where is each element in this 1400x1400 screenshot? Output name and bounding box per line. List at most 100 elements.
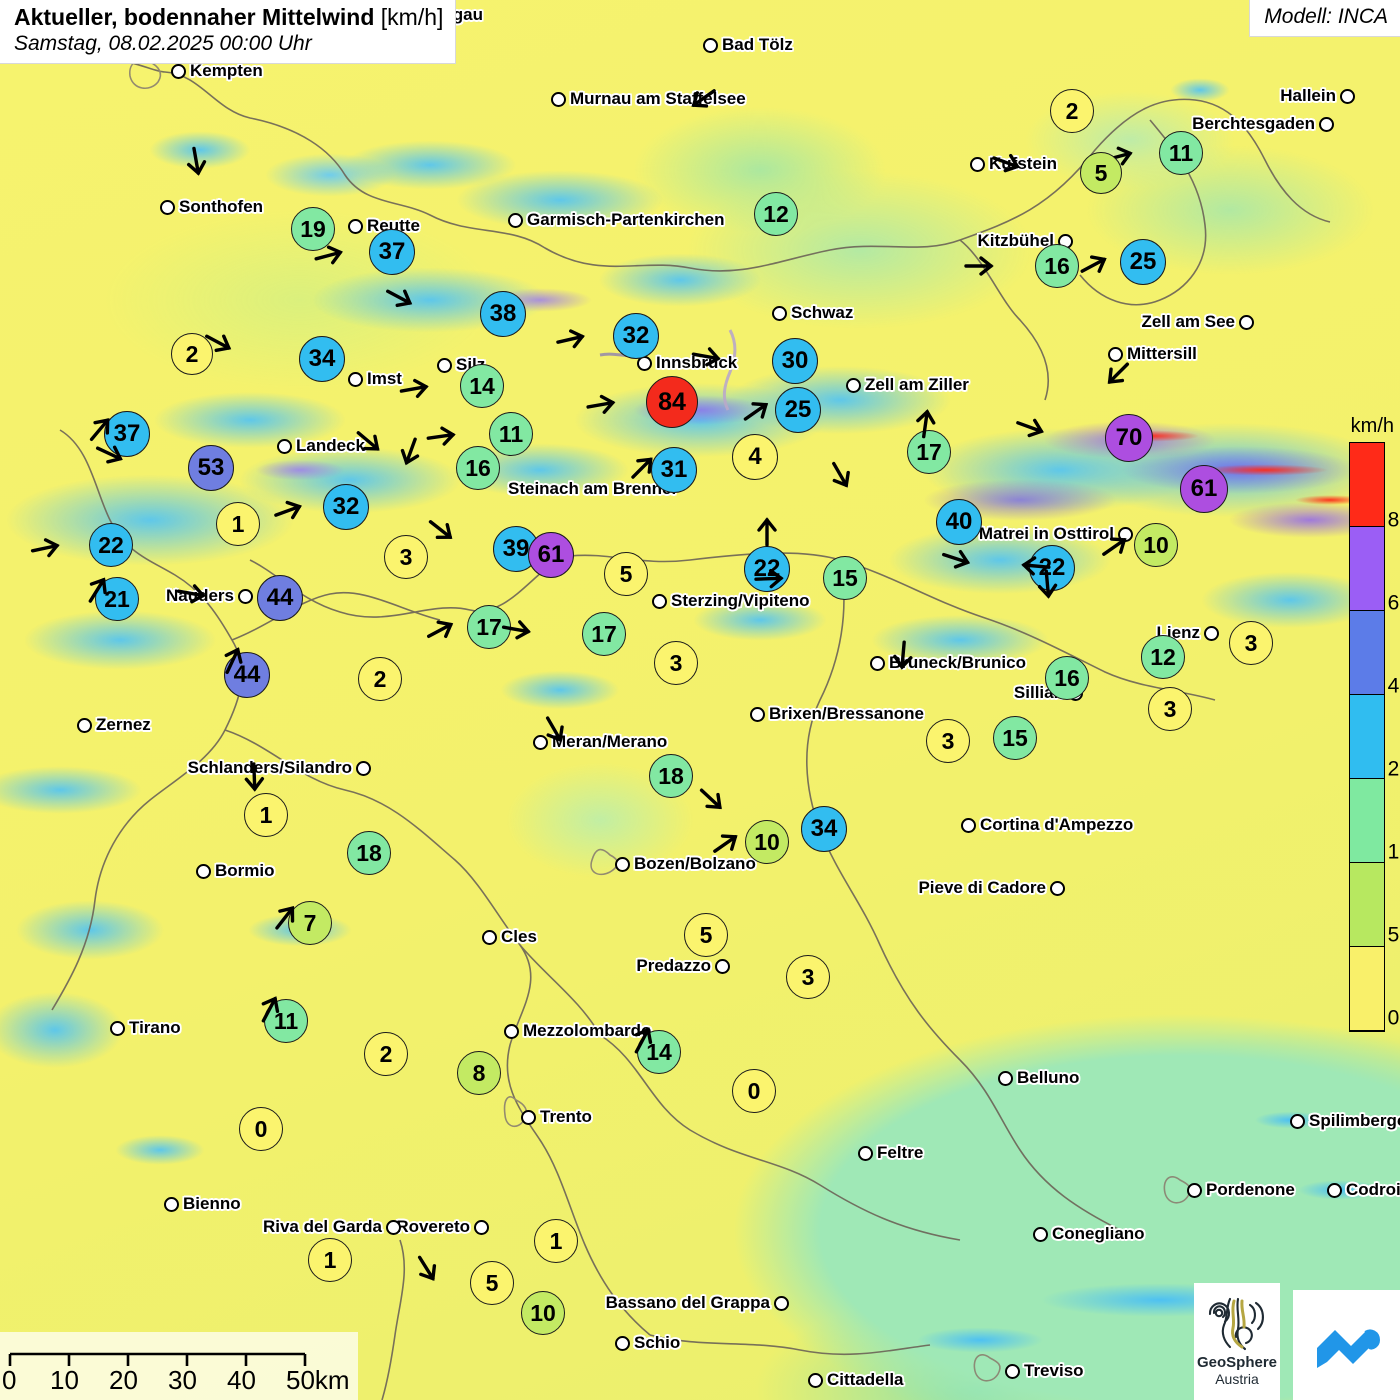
wind-station-marker[interactable]: 3 (654, 641, 698, 685)
wind-speed-value[interactable]: 4 (732, 434, 778, 480)
wind-speed-value[interactable]: 11 (264, 999, 308, 1043)
wind-speed-value[interactable]: 37 (104, 411, 150, 457)
wind-speed-value[interactable]: 38 (480, 291, 526, 337)
wind-station-marker[interactable]: 3 (384, 535, 428, 579)
wind-station-marker[interactable]: 38 (386, 289, 526, 337)
wind-speed-value[interactable]: 37 (369, 229, 415, 275)
wind-station-marker[interactable]: 8 (457, 1051, 501, 1095)
wind-station-marker[interactable]: 15 (893, 640, 1037, 760)
wind-speed-value[interactable]: 34 (299, 336, 345, 382)
wind-station-marker[interactable]: 44 (224, 647, 270, 698)
wind-station-marker[interactable]: 34 (205, 334, 345, 382)
wind-station-marker[interactable]: 3 (1148, 687, 1192, 731)
wind-station-marker[interactable]: 22 (744, 517, 790, 592)
wind-station-marker[interactable]: 22 (30, 523, 133, 567)
wind-station-marker[interactable]: 3 (926, 719, 970, 763)
wind-speed-value[interactable]: 0 (732, 1069, 776, 1113)
wind-station-marker[interactable]: 5 (604, 552, 648, 596)
wind-station-marker[interactable]: 1 (216, 502, 260, 546)
wind-speed-value[interactable]: 2 (364, 1032, 408, 1076)
wind-station-marker[interactable]: 2 (1050, 89, 1094, 133)
wind-station-marker[interactable]: 16 (1021, 556, 1089, 700)
wind-speed-value[interactable]: 15 (993, 716, 1037, 760)
wind-station-marker[interactable]: 11 (1104, 131, 1203, 175)
wind-station-marker[interactable]: 0 (732, 1069, 776, 1113)
wind-speed-value[interactable]: 7 (288, 901, 332, 945)
wind-speed-value[interactable]: 11 (1159, 131, 1203, 175)
wind-speed-value[interactable]: 2 (358, 657, 402, 701)
wind-speed-value[interactable]: 5 (470, 1261, 514, 1305)
wind-speed-value[interactable]: 32 (613, 313, 659, 359)
wind-station-marker[interactable]: 25 (1080, 239, 1166, 285)
wind-station-marker[interactable]: 11 (426, 412, 533, 456)
wind-speed-value[interactable]: 2 (171, 333, 213, 375)
wind-speed-value[interactable]: 25 (1120, 239, 1166, 285)
wind-station-marker[interactable]: 15 (754, 556, 867, 600)
wind-speed-value[interactable]: 70 (1105, 414, 1153, 462)
wind-station-marker[interactable]: 32 (274, 484, 369, 530)
wind-speed-value[interactable]: 1 (308, 1238, 352, 1282)
wind-station-marker[interactable]: 30 (691, 338, 818, 384)
wind-speed-value[interactable]: 5 (1080, 152, 1122, 194)
wind-speed-value[interactable]: 25 (775, 387, 821, 433)
wind-speed-value[interactable]: 61 (1180, 465, 1228, 513)
wind-station-marker[interactable]: 37 (314, 229, 415, 275)
wind-speed-value[interactable]: 3 (926, 719, 970, 763)
wind-station-marker[interactable]: 40 (832, 461, 982, 545)
wind-station-marker[interactable]: 10 (417, 1255, 565, 1335)
wind-speed-value[interactable]: 30 (772, 338, 818, 384)
wind-speed-value[interactable]: 12 (1141, 635, 1185, 679)
wind-speed-value[interactable]: 34 (801, 806, 847, 852)
wind-station-marker[interactable]: 17 (907, 409, 951, 474)
wind-speed-value[interactable]: 10 (745, 820, 789, 864)
wind-speed-value[interactable]: 12 (754, 192, 798, 236)
wind-speed-value[interactable]: 8 (457, 1051, 501, 1095)
wind-speed-value[interactable]: 18 (347, 831, 391, 875)
wind-station-marker[interactable]: 3 (786, 955, 830, 999)
wind-station-marker[interactable]: 22 (942, 545, 1075, 591)
wind-station-marker[interactable]: 17 (501, 612, 626, 656)
wind-speed-value[interactable]: 61 (528, 532, 574, 578)
wind-station-marker[interactable]: 21 (88, 577, 139, 621)
wind-speed-value[interactable]: 19 (291, 207, 335, 251)
wind-speed-value[interactable]: 3 (786, 955, 830, 999)
wind-speed-value[interactable]: 16 (1035, 244, 1079, 288)
wind-station-marker[interactable]: 25 (743, 387, 821, 433)
wind-station-marker[interactable]: 14 (399, 364, 504, 408)
wind-station-marker[interactable]: 61 (428, 520, 574, 578)
wind-speed-value[interactable]: 0 (239, 1107, 283, 1151)
wind-speed-value[interactable]: 17 (907, 430, 951, 474)
wind-speed-value[interactable]: 18 (649, 754, 693, 798)
wind-speed-value[interactable]: 15 (823, 556, 867, 600)
wind-speed-value[interactable]: 3 (1229, 621, 1273, 665)
wind-speed-value[interactable]: 1 (244, 793, 288, 837)
wind-speed-value[interactable]: 16 (1045, 656, 1089, 700)
wind-station-marker[interactable]: 12 (1037, 569, 1185, 679)
wind-station-marker[interactable]: 32 (556, 313, 659, 359)
wind-station-marker[interactable]: 19 (186, 146, 335, 251)
wind-speed-value[interactable]: 84 (646, 376, 698, 428)
wind-station-marker[interactable]: 61 (1107, 362, 1228, 513)
wind-station-marker[interactable]: 84 (586, 376, 698, 428)
wind-speed-value[interactable]: 31 (651, 447, 697, 493)
wind-speed-value[interactable]: 17 (582, 612, 626, 656)
wind-station-marker[interactable]: 2 (358, 657, 402, 701)
wind-speed-value[interactable]: 53 (188, 445, 234, 491)
wind-station-marker[interactable]: 1 (308, 1238, 352, 1282)
wind-station-marker[interactable]: 16 (964, 244, 1079, 288)
wind-speed-value[interactable]: 10 (1134, 523, 1178, 567)
wind-speed-value[interactable]: 44 (224, 652, 270, 698)
wind-station-marker[interactable]: 2 (171, 333, 213, 375)
wind-station-marker[interactable]: 31 (631, 447, 697, 493)
wind-speed-value[interactable]: 14 (460, 364, 504, 408)
wind-station-marker[interactable]: 18 (244, 762, 391, 875)
wind-station-marker[interactable]: 10 (1102, 523, 1178, 567)
wind-speed-value[interactable]: 14 (637, 1030, 681, 1074)
wind-speed-value[interactable]: 11 (489, 412, 533, 456)
wind-speed-value[interactable]: 17 (467, 605, 511, 649)
wind-station-marker[interactable]: 2 (364, 1032, 408, 1076)
wind-station-marker[interactable]: 16 (356, 431, 500, 490)
wind-station-marker[interactable]: 53 (95, 445, 234, 491)
wind-speed-value[interactable]: 3 (1148, 687, 1192, 731)
